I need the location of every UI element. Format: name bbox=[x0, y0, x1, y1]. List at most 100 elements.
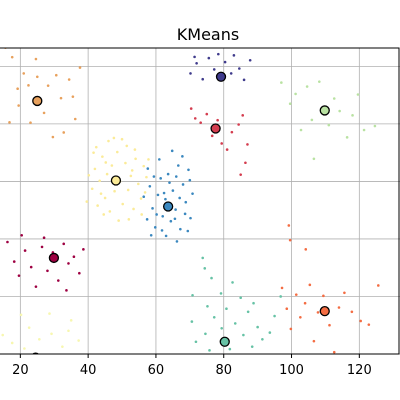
data-point bbox=[46, 269, 49, 273]
data-point bbox=[17, 274, 21, 277]
data-point bbox=[62, 242, 66, 246]
data-point bbox=[299, 315, 302, 319]
data-point bbox=[177, 164, 180, 167]
data-point bbox=[129, 174, 133, 178]
data-point bbox=[140, 213, 143, 216]
data-point bbox=[96, 204, 99, 207]
data-point bbox=[132, 207, 135, 211]
data-point bbox=[312, 157, 316, 161]
data-point bbox=[148, 185, 152, 188]
data-point bbox=[42, 111, 46, 115]
data-point bbox=[170, 149, 174, 153]
data-point bbox=[16, 87, 19, 90]
data-point bbox=[231, 281, 234, 284]
data-point bbox=[220, 326, 223, 330]
data-point bbox=[104, 161, 108, 164]
data-point bbox=[188, 178, 192, 182]
data-point bbox=[225, 148, 229, 151]
data-point bbox=[190, 320, 194, 323]
data-point bbox=[7, 358, 10, 361]
data-point bbox=[98, 179, 101, 183]
data-point bbox=[151, 207, 154, 210]
data-point bbox=[362, 128, 366, 132]
data-point bbox=[105, 172, 109, 176]
data-point bbox=[156, 193, 160, 197]
data-point bbox=[161, 215, 165, 218]
data-point bbox=[146, 167, 150, 170]
data-point bbox=[367, 323, 371, 326]
data-point bbox=[305, 85, 309, 88]
data-point bbox=[199, 357, 202, 360]
data-point bbox=[78, 271, 81, 275]
data-point bbox=[115, 150, 119, 154]
data-point bbox=[338, 109, 341, 113]
x-tick-label: 100 bbox=[279, 363, 304, 378]
data-point bbox=[126, 188, 130, 192]
data-point bbox=[61, 345, 64, 348]
data-point bbox=[287, 224, 291, 227]
cluster-center-1 bbox=[32, 95, 43, 107]
data-point bbox=[72, 255, 76, 258]
data-point bbox=[288, 102, 292, 105]
cluster-center-5 bbox=[110, 175, 122, 186]
data-point bbox=[216, 118, 219, 122]
data-point bbox=[332, 97, 336, 100]
data-point bbox=[304, 248, 308, 251]
data-point bbox=[246, 143, 249, 146]
data-point bbox=[139, 197, 143, 200]
data-point bbox=[164, 197, 167, 201]
data-point bbox=[40, 245, 44, 249]
x-tick-label: 120 bbox=[347, 363, 372, 378]
data-point bbox=[134, 157, 137, 161]
cluster-center-6 bbox=[162, 201, 174, 212]
data-point bbox=[159, 177, 162, 180]
data-point bbox=[208, 349, 211, 352]
x-tick-label: 40 bbox=[80, 363, 97, 378]
data-point bbox=[29, 121, 32, 124]
data-point bbox=[228, 44, 231, 47]
data-point bbox=[166, 172, 170, 176]
data-point bbox=[228, 347, 232, 351]
data-point bbox=[147, 158, 150, 161]
data-point bbox=[261, 338, 264, 341]
data-point bbox=[206, 304, 209, 308]
data-point bbox=[210, 134, 214, 138]
data-point bbox=[203, 267, 207, 270]
data-point bbox=[220, 142, 223, 145]
data-point bbox=[45, 355, 48, 358]
data-point bbox=[137, 182, 140, 186]
data-point bbox=[90, 187, 94, 191]
data-point bbox=[337, 306, 341, 309]
data-point bbox=[164, 234, 168, 238]
data-point bbox=[42, 236, 46, 240]
data-point bbox=[318, 80, 321, 83]
data-point bbox=[168, 181, 171, 184]
data-point bbox=[67, 78, 71, 81]
data-point bbox=[345, 136, 349, 139]
data-point bbox=[246, 310, 250, 314]
data-point bbox=[207, 56, 211, 60]
cluster-center-3 bbox=[210, 123, 221, 134]
data-point bbox=[46, 84, 50, 87]
data-point bbox=[1, 333, 5, 337]
data-point bbox=[268, 331, 272, 334]
data-point bbox=[205, 112, 209, 116]
data-point bbox=[54, 73, 58, 77]
data-point bbox=[162, 191, 166, 195]
data-point bbox=[92, 151, 95, 154]
data-point bbox=[99, 192, 103, 195]
data-point bbox=[153, 226, 157, 229]
data-point bbox=[23, 347, 26, 350]
data-point bbox=[191, 192, 194, 195]
data-point bbox=[195, 62, 198, 65]
data-point bbox=[280, 81, 283, 84]
data-point bbox=[113, 189, 116, 193]
data-point bbox=[71, 95, 75, 98]
data-point bbox=[193, 117, 197, 120]
data-point bbox=[199, 121, 202, 124]
data-point bbox=[173, 217, 177, 221]
data-point bbox=[204, 332, 207, 336]
data-point bbox=[179, 227, 182, 231]
data-point bbox=[120, 137, 124, 141]
data-point bbox=[38, 338, 41, 341]
